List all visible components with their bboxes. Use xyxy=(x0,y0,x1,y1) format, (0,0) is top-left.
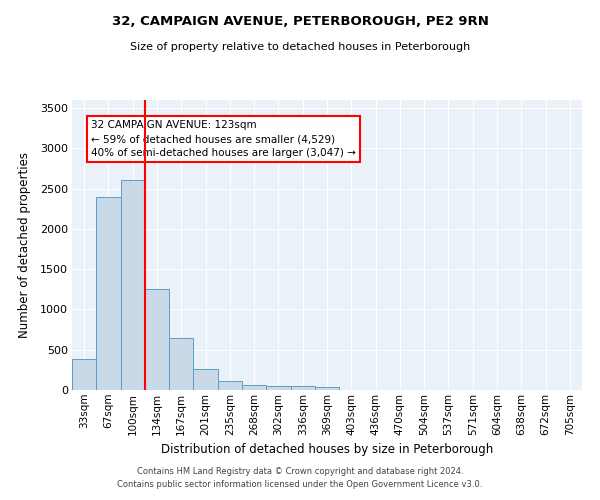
Bar xyxy=(242,385,266,390)
Bar xyxy=(315,387,339,390)
Bar xyxy=(218,381,242,390)
Bar xyxy=(266,386,290,390)
Bar xyxy=(290,386,315,390)
Y-axis label: Number of detached properties: Number of detached properties xyxy=(19,152,31,338)
Bar xyxy=(72,358,96,390)
Bar xyxy=(121,180,145,390)
Text: 32 CAMPAIGN AVENUE: 123sqm
← 59% of detached houses are smaller (4,529)
40% of s: 32 CAMPAIGN AVENUE: 123sqm ← 59% of deta… xyxy=(91,120,356,158)
Bar xyxy=(193,368,218,390)
Bar xyxy=(169,338,193,390)
Text: Contains public sector information licensed under the Open Government Licence v3: Contains public sector information licen… xyxy=(118,480,482,489)
Text: Size of property relative to detached houses in Peterborough: Size of property relative to detached ho… xyxy=(130,42,470,52)
Text: Contains HM Land Registry data © Crown copyright and database right 2024.: Contains HM Land Registry data © Crown c… xyxy=(137,467,463,476)
Bar xyxy=(96,198,121,390)
Bar xyxy=(145,290,169,390)
Text: 32, CAMPAIGN AVENUE, PETERBOROUGH, PE2 9RN: 32, CAMPAIGN AVENUE, PETERBOROUGH, PE2 9… xyxy=(112,15,488,28)
X-axis label: Distribution of detached houses by size in Peterborough: Distribution of detached houses by size … xyxy=(161,443,493,456)
